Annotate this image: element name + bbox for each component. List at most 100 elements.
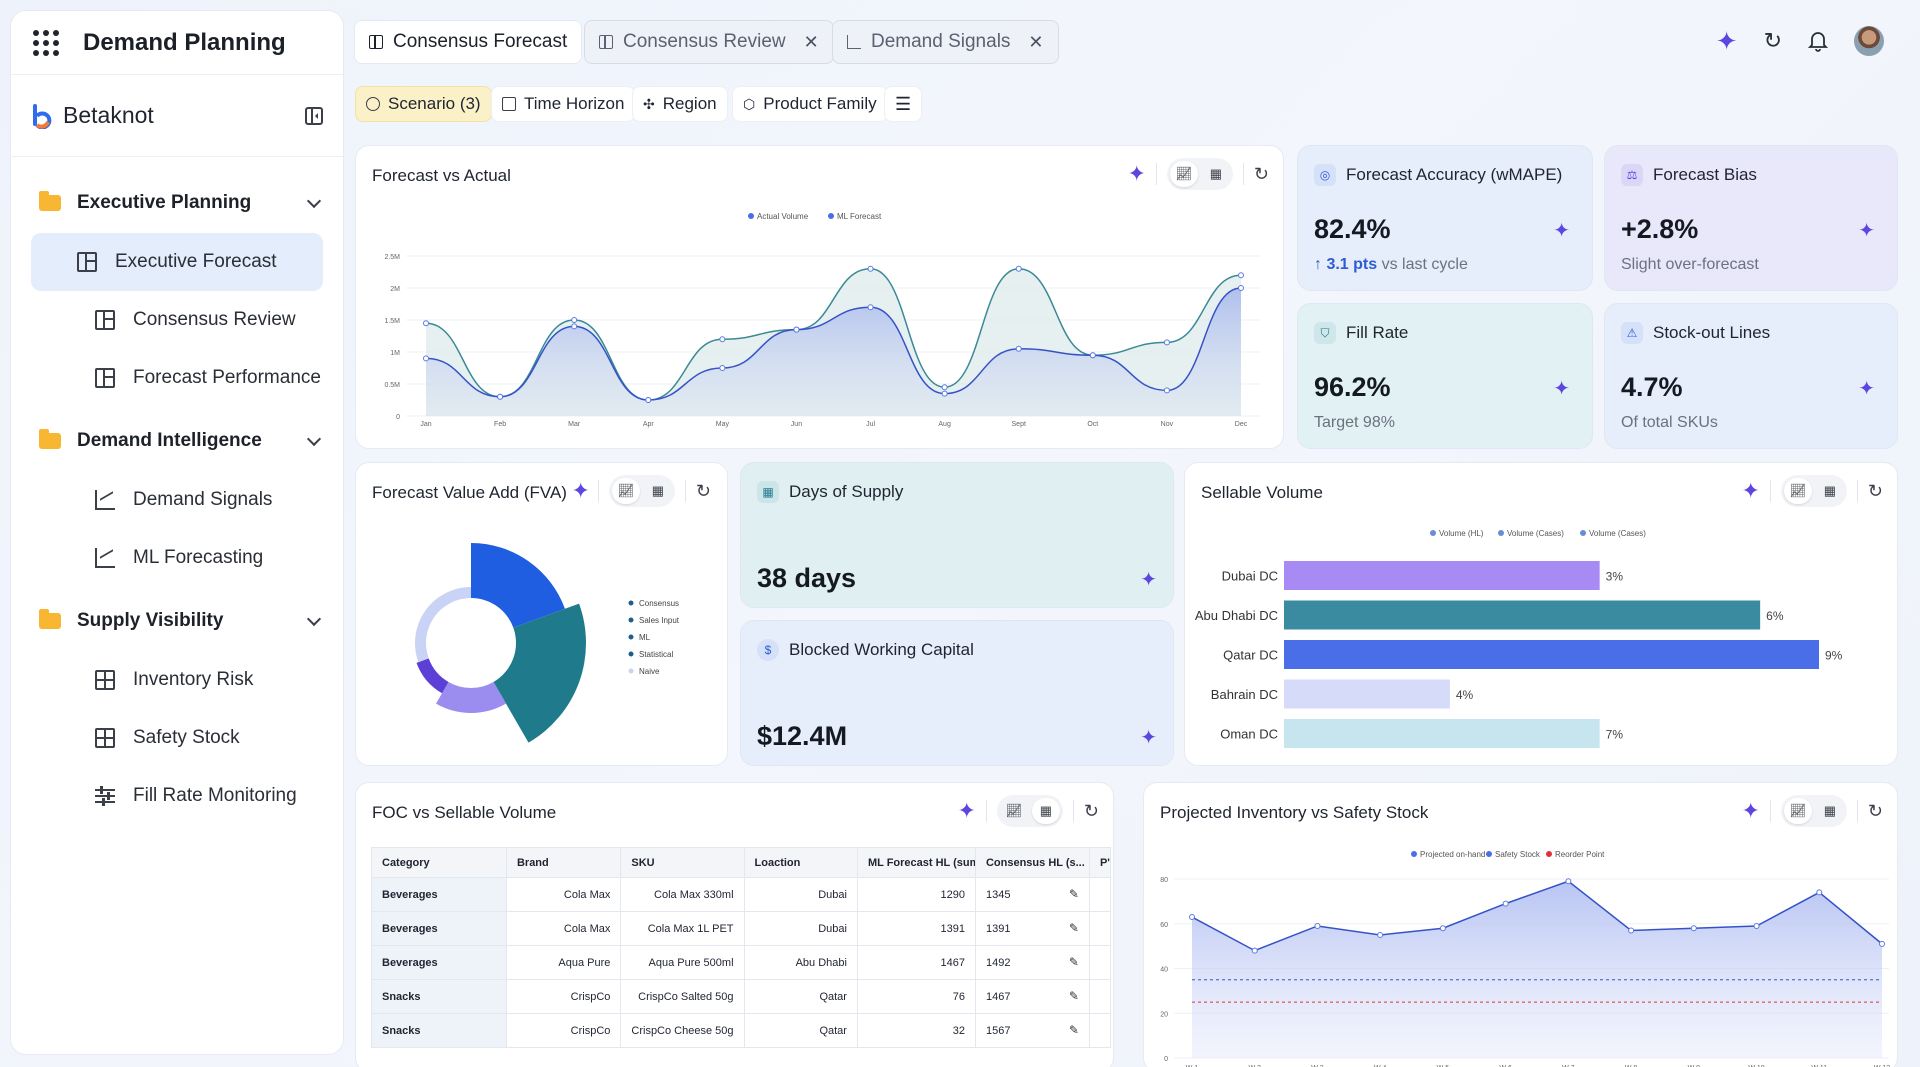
table-cell: 1467: [856, 945, 976, 980]
sparkle-icon[interactable]: ✦: [1858, 378, 1875, 400]
sidebar-item-forecast-performance[interactable]: Forecast Performance: [31, 349, 323, 407]
table-view-icon[interactable]: ▦: [1209, 166, 1223, 181]
legend-marker: [1430, 530, 1436, 536]
edit-icon[interactable]: ✎: [1068, 955, 1079, 969]
refresh-icon[interactable]: ↻: [1253, 163, 1269, 184]
y-tick-label: 0.5M: [384, 382, 400, 389]
collapse-sidebar-icon[interactable]: [305, 106, 323, 125]
chart-view-icon[interactable]: 📈︎: [1169, 161, 1198, 187]
sparkle-icon[interactable]: ✦: [1715, 26, 1738, 56]
tab-demand-signals[interactable]: Demand Signals ✕: [832, 20, 1059, 64]
column-header[interactable]: Consensus HL (s...: [974, 847, 1090, 878]
table-cell: Cola Max: [505, 911, 622, 946]
chart-view-icon[interactable]: 📈︎: [611, 478, 640, 504]
kpi-fill-rate: ⛉ Fill Rate 96.2% ✦ Target 98%: [1297, 303, 1593, 449]
table-row[interactable]: Beverages Cola Max Cola Max 330ml Dubai 1290…: [371, 877, 1111, 912]
table-row[interactable]: Beverages Cola Max Cola Max 1L PET Dubai 139…: [371, 911, 1111, 946]
close-icon[interactable]: ✕: [1028, 31, 1044, 52]
section-supply-visibility[interactable]: Supply Visibility: [11, 591, 343, 651]
region-filter[interactable]: ✣ Region: [632, 86, 728, 122]
filter-label: Scenario (3): [388, 94, 481, 113]
sparkle-icon[interactable]: ✦: [1741, 798, 1760, 823]
legend-marker: [628, 668, 634, 674]
more-filters-button[interactable]: ☰: [884, 86, 922, 122]
sparkle-icon[interactable]: ✦: [1741, 478, 1760, 503]
time-horizon-filter[interactable]: Time Horizon: [491, 86, 636, 122]
table-cell: Cola Max: [505, 877, 622, 912]
y-tick-label: 1.5M: [384, 318, 400, 325]
pie-slice: [416, 658, 449, 694]
table-cell: Aqua Pure 500ml: [620, 945, 745, 980]
sidebar-item-fill-rate-monitoring[interactable]: Fill Rate Monitoring: [31, 767, 323, 825]
refresh-icon[interactable]: ↻: [1083, 800, 1099, 821]
edit-icon[interactable]: ✎: [1068, 921, 1079, 935]
avatar[interactable]: [1854, 26, 1884, 56]
column-header[interactable]: ML Forecast HL (sum): [856, 847, 976, 878]
chart-view-icon[interactable]: 📈︎: [1783, 478, 1812, 504]
column-header[interactable]: Category: [371, 847, 507, 878]
bar: [1284, 719, 1600, 748]
sidebar-item-safety-stock[interactable]: Safety Stock: [31, 709, 323, 767]
bell-icon[interactable]: [1808, 30, 1828, 52]
sparkle-icon[interactable]: ✦: [1140, 569, 1157, 591]
refresh-icon[interactable]: ↻: [1867, 800, 1883, 821]
sidebar-item-executive-forecast[interactable]: Executive Forecast: [31, 233, 323, 291]
tab-consensus-review[interactable]: Consensus Review ✕: [584, 20, 834, 64]
data-point: [1251, 947, 1258, 954]
sparkle-icon[interactable]: ✦: [1127, 161, 1146, 186]
sparkle-icon[interactable]: ✦: [571, 478, 590, 503]
edit-icon[interactable]: ✎: [1068, 1023, 1079, 1037]
refresh-icon[interactable]: ↻: [1867, 480, 1883, 501]
bar: [1284, 561, 1600, 590]
table-row[interactable]: Beverages Aqua Pure Aqua Pure 500ml Abu Dha…: [371, 945, 1111, 980]
sparkle-icon[interactable]: ✦: [1553, 378, 1570, 400]
kpi-forecast-accuracy: ◎ Forecast Accuracy (wMAPE) 82.4% ✦ ↑ 3.1…: [1297, 145, 1593, 291]
legend-marker: [628, 617, 634, 623]
chevron-down-icon[interactable]: [306, 611, 322, 626]
view-toggle: 📈︎ ▦: [608, 475, 675, 507]
kpi-value: 4.7%: [1621, 372, 1683, 402]
edit-icon[interactable]: ✎: [1068, 887, 1079, 901]
product-family-filter[interactable]: ⬡ Product Family: [732, 86, 888, 122]
edit-icon[interactable]: ✎: [1068, 989, 1079, 1003]
table-view-icon[interactable]: ▦: [651, 483, 665, 498]
sparkle-icon[interactable]: ✦: [1553, 220, 1570, 242]
sparkle-icon[interactable]: ✦: [1858, 220, 1875, 242]
sellable-volume-card: Sellable Volume ✦ 📈︎ ▦ ↻ Volume (HL) Volu…: [1184, 462, 1898, 766]
tab-consensus-forecast[interactable]: Consensus Forecast: [354, 20, 583, 64]
close-icon[interactable]: ✕: [803, 31, 819, 52]
table-cell: [1088, 911, 1111, 946]
chevron-down-icon[interactable]: [306, 193, 322, 208]
card-title: Sellable Volume: [1201, 483, 1323, 502]
column-header[interactable]: SKU: [620, 847, 745, 878]
chevron-down-icon[interactable]: [306, 431, 322, 446]
table-cell: Beverages: [371, 877, 507, 912]
chart-view-icon[interactable]: 📈︎: [1005, 803, 1023, 818]
sidebar-item-demand-signals[interactable]: Demand Signals: [31, 471, 323, 529]
sidebar-item-inventory-risk[interactable]: Inventory Risk: [31, 651, 323, 709]
chart-view-icon[interactable]: 📈︎: [1783, 798, 1812, 824]
data-point: [1816, 889, 1823, 896]
scenario-filter[interactable]: Scenario (3): [355, 86, 492, 122]
app-grid-icon[interactable]: [33, 29, 59, 56]
table-row[interactable]: Snacks CrispCo CrispCo Cheese 50g Qatar 32 15…: [371, 1013, 1111, 1048]
kpi-title: Fill Rate: [1346, 323, 1409, 342]
table-view-icon[interactable]: ▦: [1031, 798, 1060, 824]
table-view-icon[interactable]: ▦: [1823, 483, 1837, 498]
data-point: [941, 384, 948, 391]
sidebar-item-ml-forecasting[interactable]: ML Forecasting: [31, 529, 323, 587]
sidebar-item-consensus-review[interactable]: Consensus Review: [31, 291, 323, 349]
refresh-icon[interactable]: ↻: [695, 480, 711, 501]
column-header[interactable]: Loaction: [743, 847, 858, 878]
section-demand-intelligence[interactable]: Demand Intelligence: [11, 411, 343, 471]
refresh-icon[interactable]: ↻: [1763, 28, 1782, 53]
sparkle-icon[interactable]: ✦: [1140, 727, 1157, 749]
section-executive-planning[interactable]: Executive Planning: [11, 173, 343, 233]
table-row[interactable]: Snacks CrispCo CrispCo Salted 50g Qatar 76 14…: [371, 979, 1111, 1014]
column-header[interactable]: P': [1088, 847, 1111, 878]
sparkle-icon[interactable]: ✦: [957, 798, 976, 823]
table-cell: Qatar: [743, 1013, 858, 1048]
column-header[interactable]: Brand: [505, 847, 622, 878]
kpi-title: Blocked Working Capital: [789, 640, 974, 659]
table-view-icon[interactable]: ▦: [1823, 803, 1837, 818]
